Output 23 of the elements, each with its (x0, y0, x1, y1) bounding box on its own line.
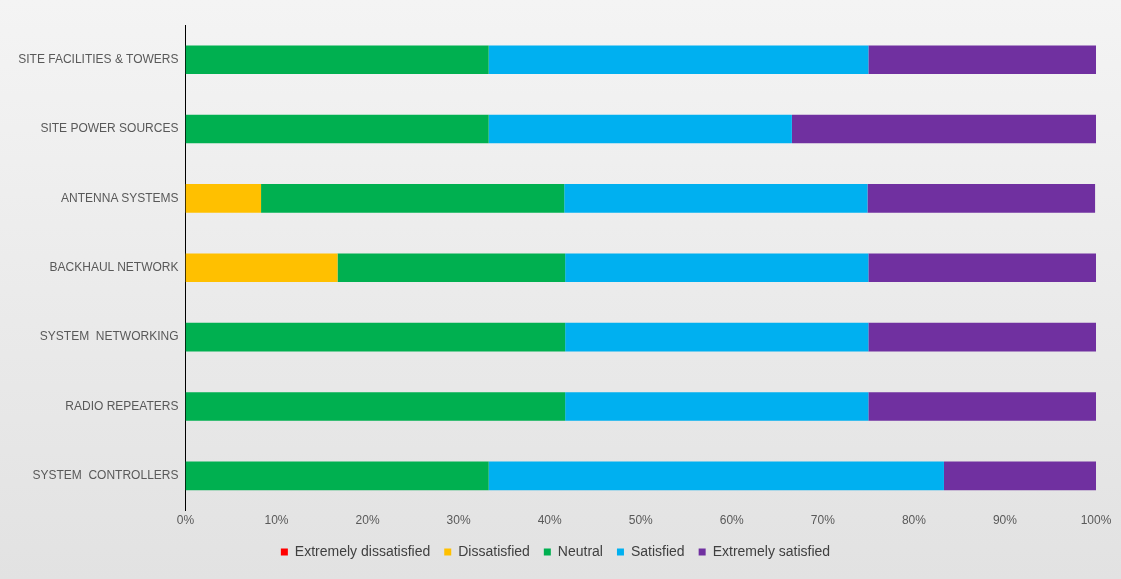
legend-label: Satisfied (630, 542, 685, 559)
x-tick-label: 0% (176, 513, 195, 528)
x-tick-label: 60% (719, 513, 745, 528)
x-tick-label: 80% (901, 513, 927, 528)
x-tick-label: 20% (355, 513, 380, 528)
legend-label: Extremely dissatisfied (294, 542, 431, 559)
x-tick-label: 50% (628, 513, 654, 528)
x-tick-label: 10% (264, 513, 289, 528)
x-tick-label: 100% (1080, 513, 1112, 528)
x-tick-label: 70% (810, 513, 836, 528)
y-tick-label: SYSTEM NETWORKING (39, 329, 179, 344)
legend-label: Dissatisfied (458, 542, 530, 559)
y-tick-label: RADIO REPEATERS (65, 398, 179, 413)
x-tick-label: 90% (992, 513, 1018, 528)
y-tick-label: SITE POWER SOURCES (40, 121, 179, 136)
legend-label: Extremely satisfied (712, 542, 831, 559)
x-tick-label: 30% (446, 513, 471, 528)
y-tick-label: BACKHAUL NETWORK (49, 260, 179, 275)
y-tick-label: ANTENNA SYSTEMS (61, 190, 179, 205)
y-tick-label: SITE FACILITIES & TOWERS (18, 52, 179, 66)
y-tick-label: SYSTEM CONTROLLERS (32, 468, 179, 483)
legend-label: Neutral (557, 542, 603, 559)
x-tick-label: 40% (537, 513, 563, 528)
